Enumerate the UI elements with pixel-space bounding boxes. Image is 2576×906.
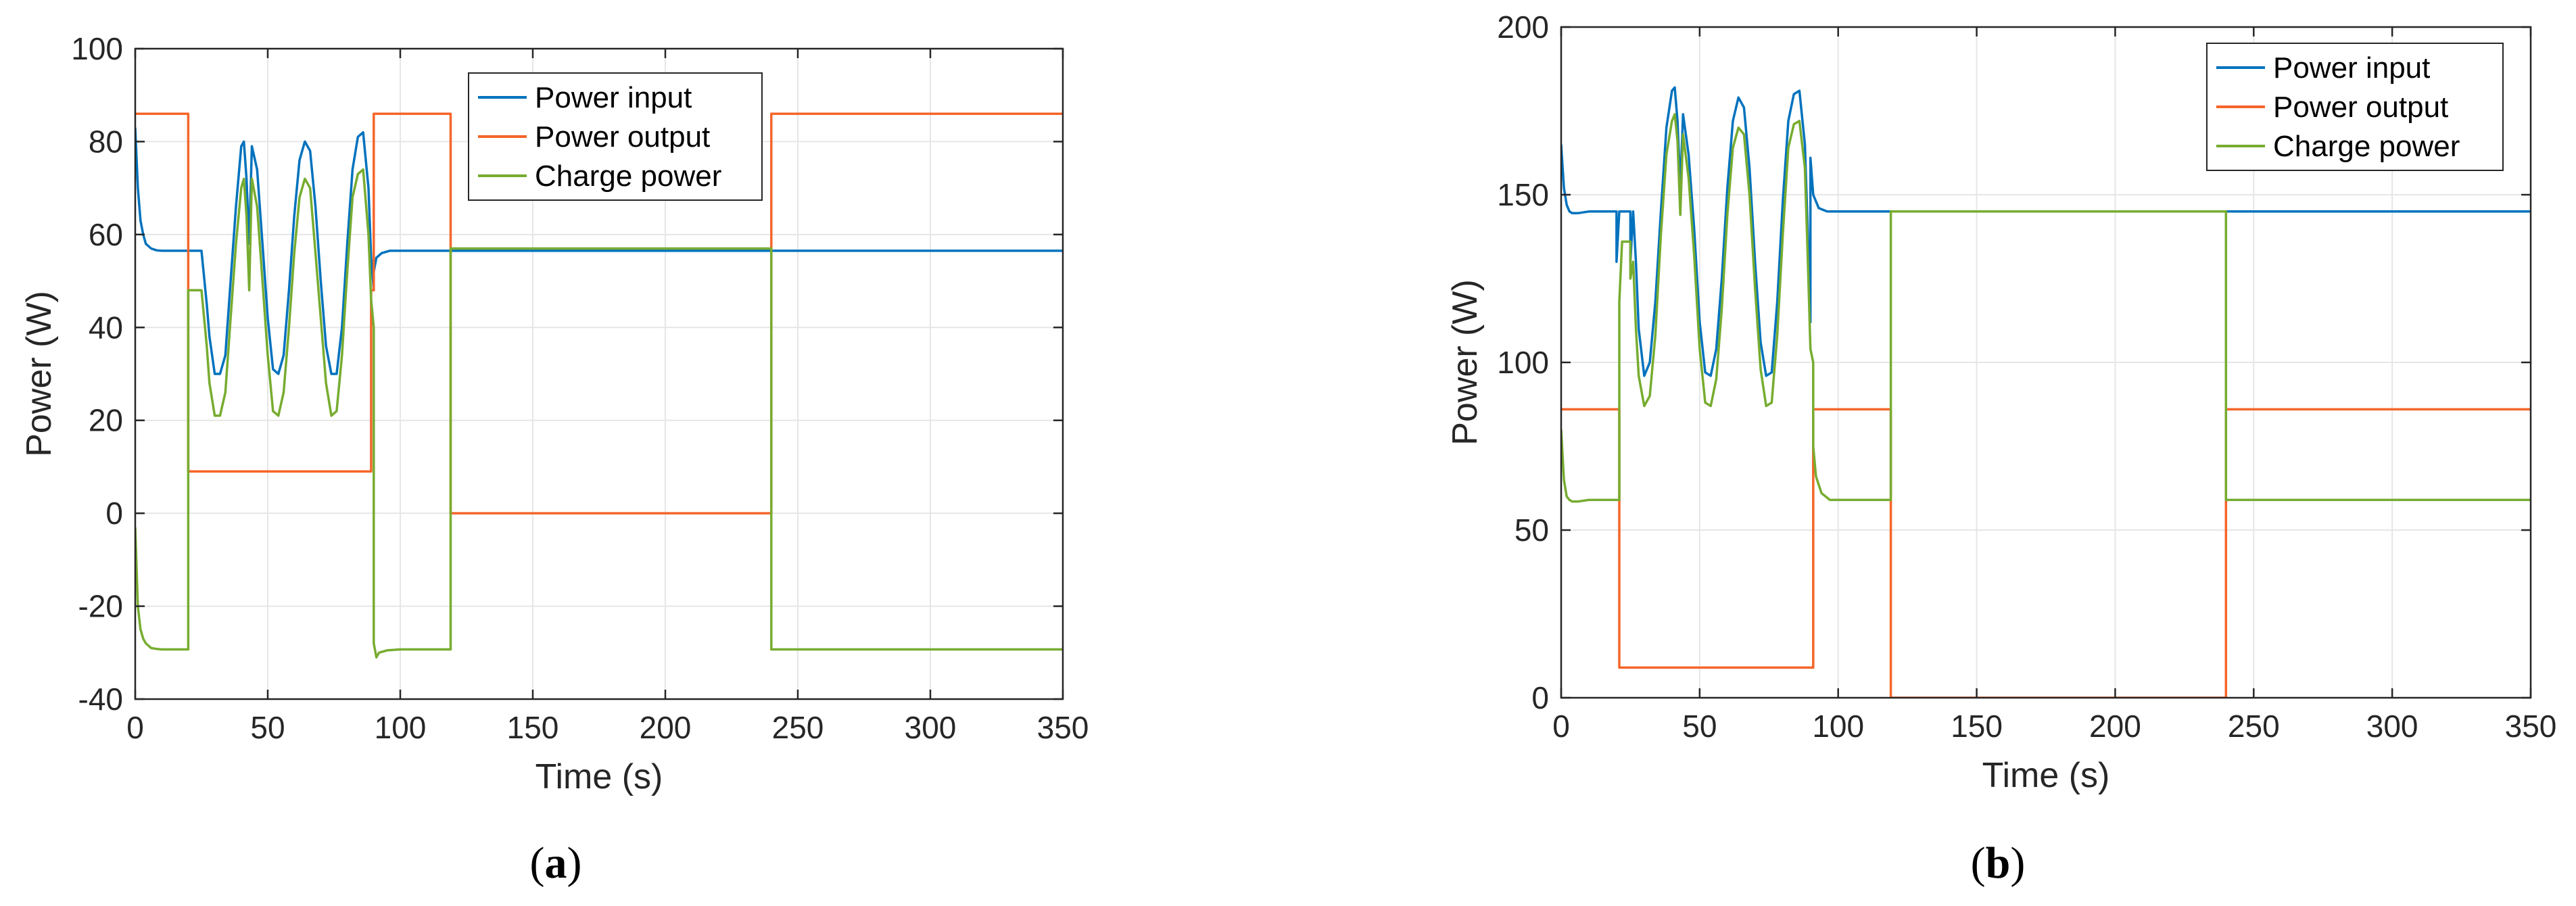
legend-entry-2: Power output <box>2273 91 2448 124</box>
x-tick-label: 350 <box>1037 710 1089 745</box>
caption-open-paren: ( <box>530 838 545 888</box>
y-tick-label: 0 <box>1531 680 1549 715</box>
x-axis-label: Time (s) <box>1982 756 2110 795</box>
legend: Power input Power output Charge power <box>468 72 763 201</box>
x-tick-label: 100 <box>1812 709 1864 744</box>
x-tick-label: 50 <box>1682 709 1717 744</box>
caption-letter: b <box>1986 838 2011 888</box>
x-tick-label: 300 <box>905 710 957 745</box>
y-tick-label: 200 <box>1497 9 1549 45</box>
x-tick-label: 150 <box>1951 709 2003 744</box>
x-tick-label: 50 <box>250 710 285 745</box>
chart-panel-b: 0 50 100 150 200 250 300 350 0 50 100 150 200 Time (s… <box>1446 9 2556 888</box>
x-tick-label: 250 <box>2228 709 2280 744</box>
legend: Power input Power output Charge power <box>2206 43 2504 171</box>
y-tick-label: 150 <box>1497 177 1549 212</box>
chart-panel-a: 0 50 100 150 200 250 300 350 -40 -20 0 20 40 60 80 100 T… <box>20 31 1089 888</box>
x-tick-label: 0 <box>1552 709 1570 744</box>
y-axis-label: Power (W) <box>20 291 59 457</box>
x-tick-label: 350 <box>2505 709 2557 744</box>
y-tick-label: 0 <box>105 496 123 531</box>
y-tick-label: 60 <box>89 217 123 252</box>
y-axis-label: Power (W) <box>1446 279 1485 446</box>
axes-box <box>134 47 1064 700</box>
x-tick-label: 0 <box>126 710 144 745</box>
series-line-1 <box>1561 86 2531 377</box>
y-tick-label: -40 <box>78 682 123 717</box>
x-tick-label: 100 <box>375 710 427 745</box>
caption-close-paren: ) <box>2010 838 2025 888</box>
legend-entry-2: Power output <box>535 120 710 153</box>
caption-open-paren: ( <box>1971 838 1986 888</box>
y-tick-label: 20 <box>89 403 123 438</box>
y-tick-label: -20 <box>78 589 123 624</box>
legend-entry-3: Charge power <box>535 160 721 193</box>
x-tick-label: 150 <box>507 710 559 745</box>
x-axis-label: Time (s) <box>535 757 663 796</box>
y-tick-label: 80 <box>89 124 123 159</box>
panel-caption: (a) <box>530 838 582 888</box>
series-line-3 <box>135 168 1063 659</box>
y-tick-label: 100 <box>1497 345 1549 380</box>
y-tick-label: 50 <box>1514 512 1549 548</box>
series-line-2 <box>1561 408 2531 698</box>
x-tick-label: 200 <box>640 710 692 745</box>
panel-caption: (b) <box>1971 838 2026 888</box>
x-tick-label: 250 <box>772 710 824 745</box>
legend-entry-1: Power input <box>535 81 692 114</box>
y-tick-label: 40 <box>89 310 123 345</box>
y-tick-label: 100 <box>71 31 123 66</box>
x-tick-label: 300 <box>2366 709 2418 744</box>
series-line-3 <box>1561 113 2531 503</box>
legend-entry-1: Power input <box>2273 51 2430 85</box>
caption-letter: a <box>545 838 567 888</box>
legend-entry-3: Charge power <box>2273 130 2460 163</box>
caption-close-paren: ) <box>567 838 582 888</box>
x-tick-label: 200 <box>2089 709 2141 744</box>
